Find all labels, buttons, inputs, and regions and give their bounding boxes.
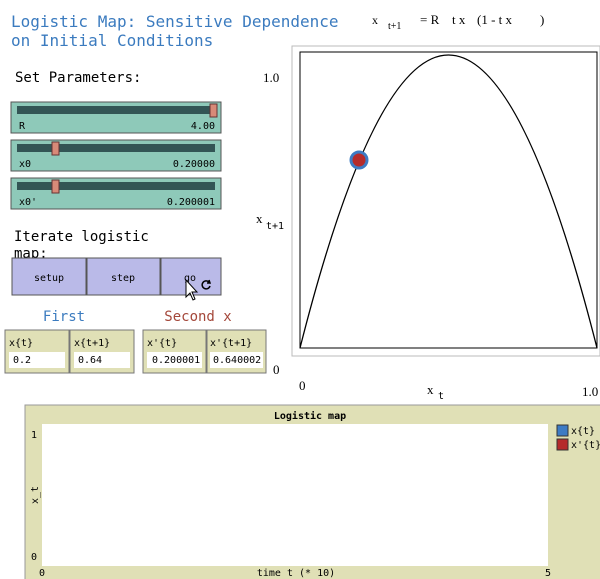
group-label: Second x <box>164 309 231 325</box>
slider-handle[interactable] <box>51 179 60 194</box>
monitor: x'{t+1} 0.640002 <box>206 329 267 374</box>
map-curve <box>299 54 598 349</box>
title-line: on Initial Conditions <box>11 31 213 50</box>
legend-label: x{t} <box>571 426 595 437</box>
x-axis-label: time t (* 10) <box>257 568 335 579</box>
axis-label: 0 <box>299 378 306 393</box>
view-area <box>299 51 598 349</box>
mouse-cursor <box>185 278 199 301</box>
title-line: Logistic Map: Sensitive Dependence <box>11 12 339 31</box>
legend-swatch <box>556 424 569 437</box>
legend-swatch <box>556 438 569 451</box>
group-label: First <box>43 309 85 325</box>
y-axis-label: x_t <box>30 486 41 504</box>
slider-value: 4.00 <box>191 121 215 132</box>
equation-part: x <box>372 13 378 27</box>
section-label: Set Parameters: <box>15 70 141 86</box>
plot-area <box>42 424 548 566</box>
slider-value: 0.20000 <box>173 159 215 170</box>
monitor-label: x'{t} <box>147 338 177 349</box>
axis-label: t <box>438 391 444 402</box>
slider-track <box>17 182 215 190</box>
axis-label: 1.0 <box>263 70 279 85</box>
button-label: step <box>111 273 135 284</box>
equation-part: (1 - t x <box>477 12 513 27</box>
monitor-value: 0.64 <box>78 355 102 366</box>
equation-part: t+1 <box>388 21 401 32</box>
button-label: setup <box>34 273 64 284</box>
button[interactable]: step <box>86 257 161 296</box>
axis-label: 0 <box>273 362 280 377</box>
slider-label: x0' <box>19 197 37 208</box>
monitor: x{t} 0.2 <box>4 329 70 374</box>
monitor-value: 0.640002 <box>213 355 261 366</box>
slider[interactable]: x0 0.20000 <box>10 139 222 172</box>
slider-track <box>17 144 215 152</box>
slider-label: R <box>19 121 26 132</box>
monitor-field <box>74 352 130 368</box>
legend-label: x'{t} <box>571 440 600 451</box>
section-label: Iterate logistic <box>14 229 149 245</box>
y-tick-label: 0 <box>31 552 37 563</box>
monitor: x{t+1} 0.64 <box>69 329 135 374</box>
monitor-label: x'{t+1} <box>210 338 252 349</box>
monitor-value: 0.200001 <box>152 355 200 366</box>
monitor-field <box>9 352 65 368</box>
button-label: go <box>184 273 196 284</box>
monitor-label: x{t+1} <box>74 338 110 349</box>
plot-title: Logistic map <box>274 410 346 422</box>
equation-part: t x <box>452 12 466 27</box>
legend: x{t} x'{t} <box>556 424 600 451</box>
button-body[interactable] <box>86 257 161 296</box>
monitor-label: x{t} <box>9 338 33 349</box>
slider-value: 0.200001 <box>167 197 215 208</box>
monitor-field <box>210 352 263 368</box>
slider-handle[interactable] <box>51 141 60 156</box>
slider[interactable]: R 4.00 <box>10 101 222 134</box>
monitor-field <box>147 352 202 368</box>
slider[interactable]: x0' 0.200001 <box>10 177 222 210</box>
y-tick-label: 1 <box>31 430 37 441</box>
axis-label: t+1 <box>266 221 284 232</box>
equation-part: = R <box>420 12 440 27</box>
slider-label: x0 <box>19 159 31 170</box>
x-tick-label: 0 <box>39 568 45 579</box>
x-tick-label: 5 <box>545 568 551 579</box>
axis-label: x <box>427 382 434 397</box>
axis-label: x <box>256 211 263 226</box>
forever-icon <box>201 279 212 290</box>
slider-track <box>17 106 215 114</box>
button[interactable]: setup <box>11 257 87 296</box>
monitor: x'{t} 0.200001 <box>142 329 207 374</box>
equation: x t+1 = R t x (1 - t x ) <box>372 12 544 32</box>
slider-handle[interactable] <box>209 103 218 118</box>
map-point <box>349 150 369 170</box>
equation-part: ) <box>540 12 544 27</box>
axis-label: 1.0 <box>582 384 598 399</box>
button-body[interactable] <box>11 257 87 296</box>
monitor-value: 0.2 <box>13 355 31 366</box>
